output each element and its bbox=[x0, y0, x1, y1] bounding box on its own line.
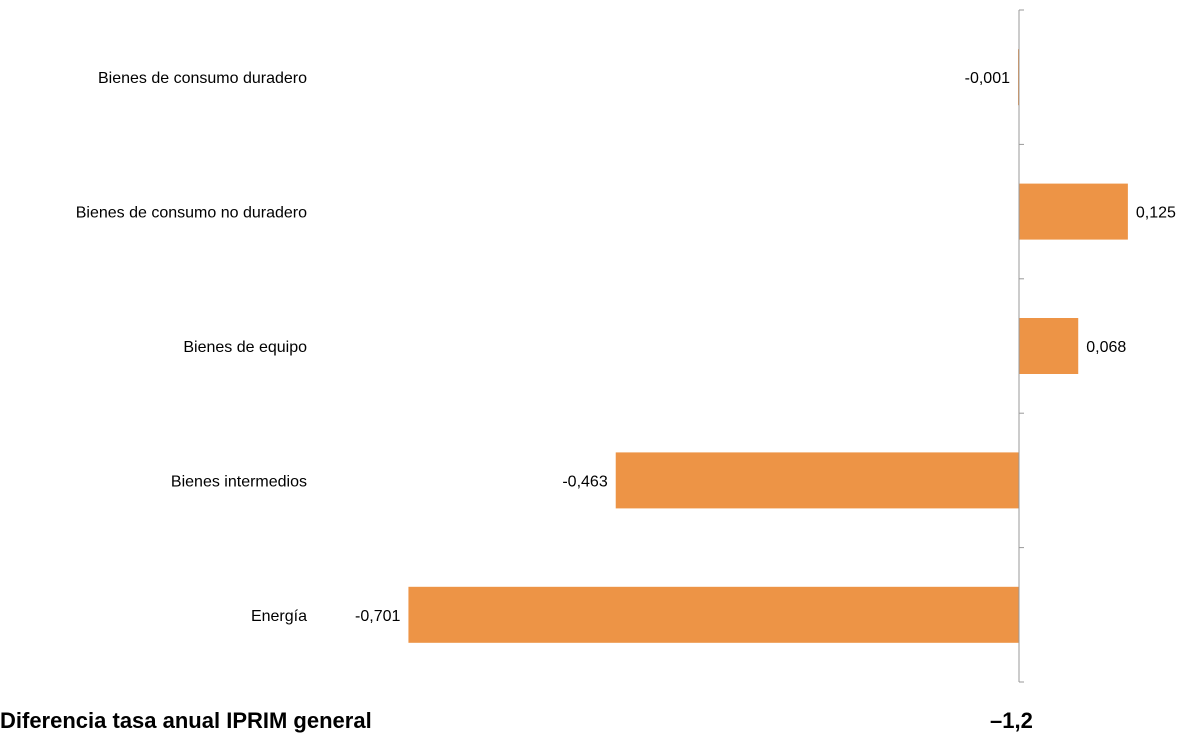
footer-label: Diferencia tasa anual IPRIM general bbox=[0, 708, 372, 733]
category-label: Bienes de consumo duradero bbox=[98, 70, 307, 87]
category-label: Bienes de equipo bbox=[183, 339, 307, 356]
bar bbox=[1019, 318, 1079, 374]
category-label: Energía bbox=[251, 608, 307, 625]
data-label: 0,125 bbox=[1136, 205, 1176, 222]
bar bbox=[615, 452, 1019, 509]
data-label: -0,001 bbox=[965, 70, 1010, 87]
bar bbox=[408, 586, 1020, 643]
footer-value: –1,2 bbox=[990, 708, 1033, 733]
category-label: Bienes de consumo no duradero bbox=[76, 205, 307, 222]
data-label: -0,463 bbox=[562, 473, 607, 490]
data-label: 0,068 bbox=[1086, 339, 1126, 356]
category-label: Bienes intermedios bbox=[171, 473, 307, 490]
data-label: -0,701 bbox=[355, 608, 400, 625]
bar-chart: Bienes de consumo duradero -0,001 Bienes d… bbox=[76, 9, 1176, 683]
bar bbox=[1019, 183, 1128, 240]
